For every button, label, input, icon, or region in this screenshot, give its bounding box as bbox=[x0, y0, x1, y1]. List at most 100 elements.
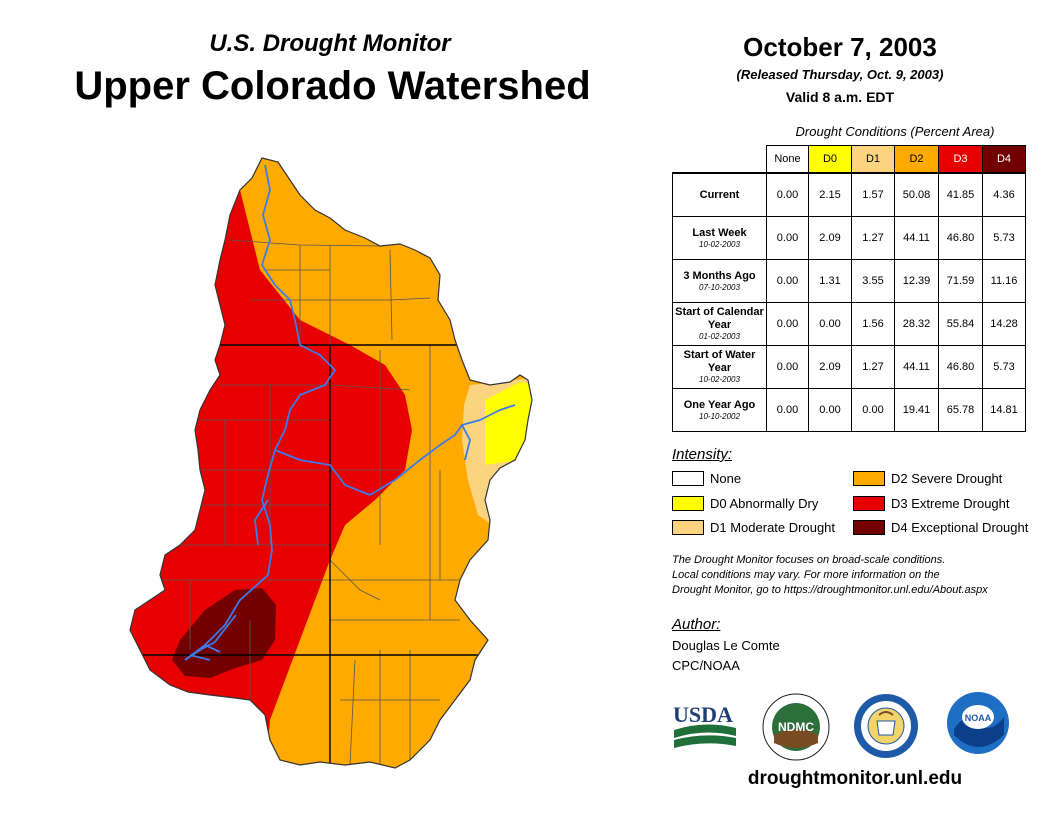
table-cell: 19.41 bbox=[894, 388, 939, 432]
column-header-d0: D0 bbox=[808, 145, 852, 174]
disclaimer-note: The Drought Monitor focuses on broad-sca… bbox=[672, 553, 1052, 598]
table-cell: 1.27 bbox=[851, 345, 895, 389]
table-cell: 0.00 bbox=[766, 259, 809, 303]
column-header-d1: D1 bbox=[851, 145, 895, 174]
table-row: Current 0.00 2.15 1.57 50.08 41.85 4.36 bbox=[672, 172, 1026, 217]
table-cell: 0.00 bbox=[766, 216, 809, 260]
legend-label: D1 Moderate Drought bbox=[710, 520, 836, 535]
noaa-logo-text: NOAA bbox=[965, 713, 992, 723]
table-row: Start of Calendar Year 01-02-2003 0.00 0.… bbox=[672, 302, 1026, 346]
website-url: droughtmonitor.unl.edu bbox=[747, 768, 963, 789]
legend-swatch bbox=[853, 496, 885, 511]
table-caption: Drought Conditions (Percent Area) bbox=[795, 124, 995, 139]
legend-item-d2: D2 Severe Drought bbox=[853, 471, 1002, 486]
row-label: 3 Months Ago 07-10-2003 bbox=[672, 259, 767, 303]
commerce-seal-logo bbox=[853, 693, 919, 759]
table-cell: 0.00 bbox=[766, 388, 809, 432]
table-cell: 46.80 bbox=[938, 345, 983, 389]
table-row: 3 Months Ago 07-10-2003 0.00 1.31 3.55 12… bbox=[672, 259, 1026, 303]
table-cell: 14.81 bbox=[982, 388, 1026, 432]
table-cell: 4.36 bbox=[982, 172, 1026, 217]
table-cell: 14.28 bbox=[982, 302, 1026, 346]
table-cell: 12.39 bbox=[894, 259, 939, 303]
legend-label: D0 Abnormally Dry bbox=[710, 496, 819, 511]
drought-areas bbox=[130, 158, 532, 768]
note-line: Local conditions may vary. For more info… bbox=[672, 569, 940, 581]
rivers bbox=[184, 164, 516, 661]
ndmc-logo-text: NDMC bbox=[778, 720, 814, 734]
table-cell: 41.85 bbox=[938, 172, 983, 217]
table-cell: 28.32 bbox=[894, 302, 939, 346]
table-cell: 0.00 bbox=[851, 388, 895, 432]
table-cell: 65.78 bbox=[938, 388, 983, 432]
table-cell: 1.31 bbox=[808, 259, 852, 303]
row-label: Start of Water Year 10-02-2003 bbox=[672, 345, 767, 389]
table-cell: 5.73 bbox=[982, 345, 1026, 389]
table-cell: 2.09 bbox=[808, 216, 852, 260]
column-header-none: None bbox=[766, 145, 809, 174]
table-cell: 0.00 bbox=[766, 302, 809, 346]
table-cell: 1.57 bbox=[851, 172, 895, 217]
table-cell: 50.08 bbox=[894, 172, 939, 217]
column-header-d4: D4 bbox=[982, 145, 1026, 174]
basin-outline bbox=[129, 157, 533, 769]
legend-item-d1: D1 Moderate Drought bbox=[672, 520, 835, 535]
column-header-d2: D2 bbox=[894, 145, 939, 174]
table-cell: 2.09 bbox=[808, 345, 852, 389]
usda-logo-text: USDA bbox=[673, 702, 733, 727]
legend-label: None bbox=[710, 471, 742, 486]
table-cell: 46.80 bbox=[938, 216, 983, 260]
row-label: One Year Ago 10-10-2002 bbox=[672, 388, 767, 432]
table-cell: 71.59 bbox=[938, 259, 983, 303]
release-date: (Released Thursday, Oct. 9, 2003) bbox=[736, 67, 944, 82]
row-label: Start of Calendar Year 01-02-2003 bbox=[672, 302, 767, 346]
drought-map bbox=[129, 157, 533, 769]
table-cell: 1.27 bbox=[851, 216, 895, 260]
legend-item-d0: D0 Abnormally Dry bbox=[672, 496, 818, 511]
legend-item-d3: D3 Extreme Drought bbox=[853, 496, 1010, 511]
table-cell: 55.84 bbox=[938, 302, 983, 346]
author-name: Douglas Le Comte bbox=[672, 638, 780, 653]
legend-item-none: None bbox=[672, 471, 741, 486]
legend-label: D3 Extreme Drought bbox=[891, 496, 1010, 511]
legend-swatch bbox=[853, 520, 885, 535]
valid-time: Valid 8 a.m. EDT bbox=[785, 89, 895, 105]
legend-swatch bbox=[672, 471, 704, 486]
legend-label: D4 Exceptional Drought bbox=[891, 520, 1029, 535]
table-corner bbox=[673, 146, 767, 174]
table-cell: 11.16 bbox=[982, 259, 1026, 303]
table-cell: 1.56 bbox=[851, 302, 895, 346]
table-cell: 3.55 bbox=[851, 259, 895, 303]
table-cell: 0.00 bbox=[766, 345, 809, 389]
legend-swatch bbox=[672, 496, 704, 511]
table-cell: 5.73 bbox=[982, 216, 1026, 260]
legend-title: Intensity: bbox=[672, 446, 733, 463]
note-line: The Drought Monitor focuses on broad-sca… bbox=[672, 554, 946, 566]
table-row: Start of Water Year 10-02-2003 0.00 2.09 … bbox=[672, 345, 1026, 389]
table-cell: 0.00 bbox=[766, 172, 809, 217]
table-cell: 44.11 bbox=[894, 216, 939, 260]
legend-item-d4: D4 Exceptional Drought bbox=[853, 520, 1028, 535]
legend-label: D2 Severe Drought bbox=[891, 471, 1003, 486]
table-cell: 44.11 bbox=[894, 345, 939, 389]
ndmc-logo: NDMC bbox=[762, 693, 830, 761]
legend-swatch bbox=[853, 471, 885, 486]
row-label: Current bbox=[672, 172, 767, 217]
column-header-d3: D3 bbox=[938, 145, 983, 174]
drought-conditions-table: None D0 D1 D2 D3 D4 Current 0.00 2.15 1.… bbox=[672, 145, 1026, 432]
legend-swatch bbox=[672, 520, 704, 535]
report-date: October 7, 2003 bbox=[743, 32, 937, 62]
usda-logo: USDA bbox=[672, 700, 738, 750]
table-cell: 2.15 bbox=[808, 172, 852, 217]
table-row: Last Week 10-02-2003 0.00 2.09 1.27 44.11… bbox=[672, 216, 1026, 260]
row-label: Last Week 10-02-2003 bbox=[672, 216, 767, 260]
note-line: Drought Monitor, go to https://droughtmo… bbox=[672, 584, 988, 596]
table-cell: 0.00 bbox=[808, 302, 852, 346]
map-title: Upper Colorado Watershed bbox=[74, 64, 591, 108]
table-row: One Year Ago 10-10-2002 0.00 0.00 0.00 19… bbox=[672, 388, 1026, 432]
map-subtitle: U.S. Drought Monitor bbox=[209, 30, 451, 57]
author-org: CPC/NOAA bbox=[672, 658, 740, 673]
noaa-logo: NOAA bbox=[946, 689, 1010, 755]
table-cell: 0.00 bbox=[808, 388, 852, 432]
author-heading: Author: bbox=[672, 616, 721, 633]
